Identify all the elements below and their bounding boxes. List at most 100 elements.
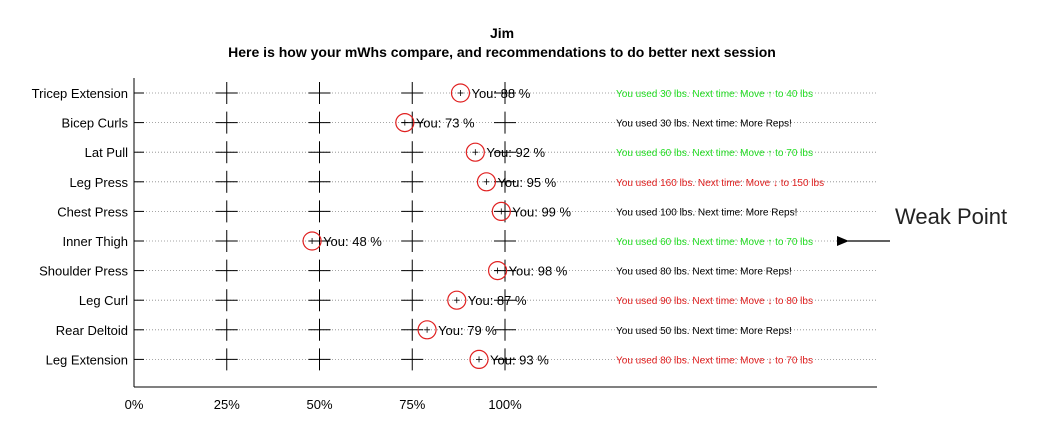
score-point <box>498 208 505 215</box>
reference-cross <box>308 289 331 312</box>
score-label: You: 99 % <box>512 204 571 219</box>
score-point <box>309 238 316 244</box>
reference-cross <box>308 82 331 104</box>
score-marker <box>487 261 508 281</box>
chart-row: Rear Deltoid You: 79 % You used 50 lbs. Ne… <box>56 318 877 341</box>
reference-cross <box>308 318 331 341</box>
score-label: You: 93 % <box>490 352 549 367</box>
x-tick-label: 25% <box>214 397 240 412</box>
chart-row: Bicep Curls You: 73 % You used 30 lbs. Nex… <box>62 111 877 134</box>
category-label: Inner Thigh <box>62 234 128 249</box>
reference-cross <box>308 259 331 282</box>
recommendation-text: You used 160 lbs. Next time: Move ↓ to 1… <box>616 178 824 189</box>
category-label: Rear Deltoid <box>56 323 128 338</box>
recommendation-text: You used 90 lbs. Next time: Move ↓ to 80… <box>616 296 813 307</box>
score-point <box>483 178 490 185</box>
weak-point-label: Weak Point <box>895 204 1007 229</box>
recommendation-text: You used 100 lbs. Next time: More Reps! <box>616 207 797 218</box>
reference-cross <box>494 230 516 252</box>
category-label: Leg Press <box>69 175 128 190</box>
x-axis-ticks: 0% 25% 50% 75% 100% <box>125 397 522 412</box>
score-point <box>401 119 408 126</box>
chart-row: Shoulder Press You: 98 % You used 80 lbs. … <box>39 259 877 282</box>
score-label: You: 73 % <box>416 116 475 131</box>
reference-cross <box>494 200 516 223</box>
recommendation-text: You used 80 lbs. Next time: Move ↓ to 70… <box>616 355 813 366</box>
x-tick-label: 100% <box>488 397 522 412</box>
recommendation-text: You used 30 lbs. Next time: More Reps! <box>616 119 792 130</box>
score-marker <box>469 349 489 369</box>
x-tick-label: 0% <box>125 397 144 412</box>
chart-row: Tricep Extension You: 88 % You used 30 lbs… <box>32 82 877 104</box>
chart-row: Lat Pull You: 92 % You used 60 lbs. Next t… <box>85 141 877 164</box>
chart-subtitle: Here is how your mWhs compare, and recom… <box>228 44 776 60</box>
chart-row: Chest Press You: 99 % You used 100 lbs. Ne… <box>57 200 877 223</box>
category-label: Tricep Extension <box>32 86 128 101</box>
score-marker <box>395 112 415 133</box>
recommendation-text: You used 50 lbs. Next time: More Reps! <box>616 326 792 337</box>
reference-cross <box>215 170 238 193</box>
reference-cross <box>308 170 331 193</box>
reference-cross <box>494 348 516 371</box>
reference-cross <box>215 318 238 341</box>
category-label: Leg Extension <box>46 352 128 367</box>
chart-rows: Tricep Extension You: 88 % You used 30 lbs… <box>32 82 877 371</box>
x-tick-label: 75% <box>399 397 425 412</box>
score-label: You: 95 % <box>497 175 556 190</box>
recommendation-text: You used 60 lbs. Next time: Move ↑ to 70… <box>616 148 813 159</box>
reference-cross <box>308 348 331 371</box>
reference-cross <box>308 111 331 134</box>
reference-cross <box>401 82 424 104</box>
score-point <box>472 149 479 156</box>
score-point <box>424 326 431 333</box>
score-marker <box>302 231 322 251</box>
recommendation-text: You used 30 lbs. Next time: Move ↑ to 40… <box>616 89 813 100</box>
category-label: Bicep Curls <box>62 116 129 131</box>
reference-cross <box>401 289 424 312</box>
score-marker <box>450 83 471 103</box>
score-label: You: 98 % <box>509 264 568 279</box>
chart-row: Leg Press You: 95 % You used 160 lbs. Next… <box>69 170 877 193</box>
reference-cross <box>215 259 238 282</box>
chart-row: Leg Curl You: 87 % You used 90 lbs. Next t… <box>79 289 877 312</box>
reference-cross <box>215 200 238 223</box>
score-label: You: 48 % <box>323 234 382 249</box>
reference-cross <box>401 200 424 223</box>
reference-cross <box>215 289 238 312</box>
reference-cross <box>215 141 238 164</box>
x-tick-label: 50% <box>306 397 332 412</box>
reference-cross <box>401 141 424 164</box>
score-point <box>453 297 460 304</box>
score-label: You: 92 % <box>486 145 545 160</box>
recommendation-text: You used 80 lbs. Next time: More Reps! <box>616 267 792 278</box>
score-marker <box>447 290 467 310</box>
score-marker <box>417 320 437 340</box>
reference-cross <box>401 348 424 371</box>
category-label: Shoulder Press <box>39 264 128 279</box>
reference-cross <box>215 111 238 134</box>
score-marker <box>465 142 485 162</box>
score-point <box>494 267 501 274</box>
reference-cross <box>401 318 424 341</box>
reference-cross <box>308 200 331 223</box>
score-marker <box>491 201 511 221</box>
chart-row: Leg Extension You: 93 % You used 80 lbs. N… <box>46 348 877 371</box>
score-label: You: 87 % <box>468 293 527 308</box>
reference-cross <box>215 230 238 252</box>
reference-cross <box>494 141 516 164</box>
reference-cross <box>215 348 238 371</box>
reference-cross <box>494 111 516 134</box>
category-label: Leg Curl <box>79 293 128 308</box>
reference-cross <box>401 259 424 282</box>
reference-cross <box>308 141 331 164</box>
reference-cross <box>401 170 424 193</box>
reference-cross <box>494 170 516 193</box>
reference-cross <box>494 82 516 104</box>
chart-row: Inner Thigh You: 48 % You used 60 lbs. Nex… <box>62 230 877 252</box>
score-label: You: 79 % <box>438 323 497 338</box>
reference-cross <box>494 318 516 341</box>
recommendation-text: You used 60 lbs. Next time: Move ↑ to 70… <box>616 237 813 248</box>
reference-cross <box>494 289 516 312</box>
